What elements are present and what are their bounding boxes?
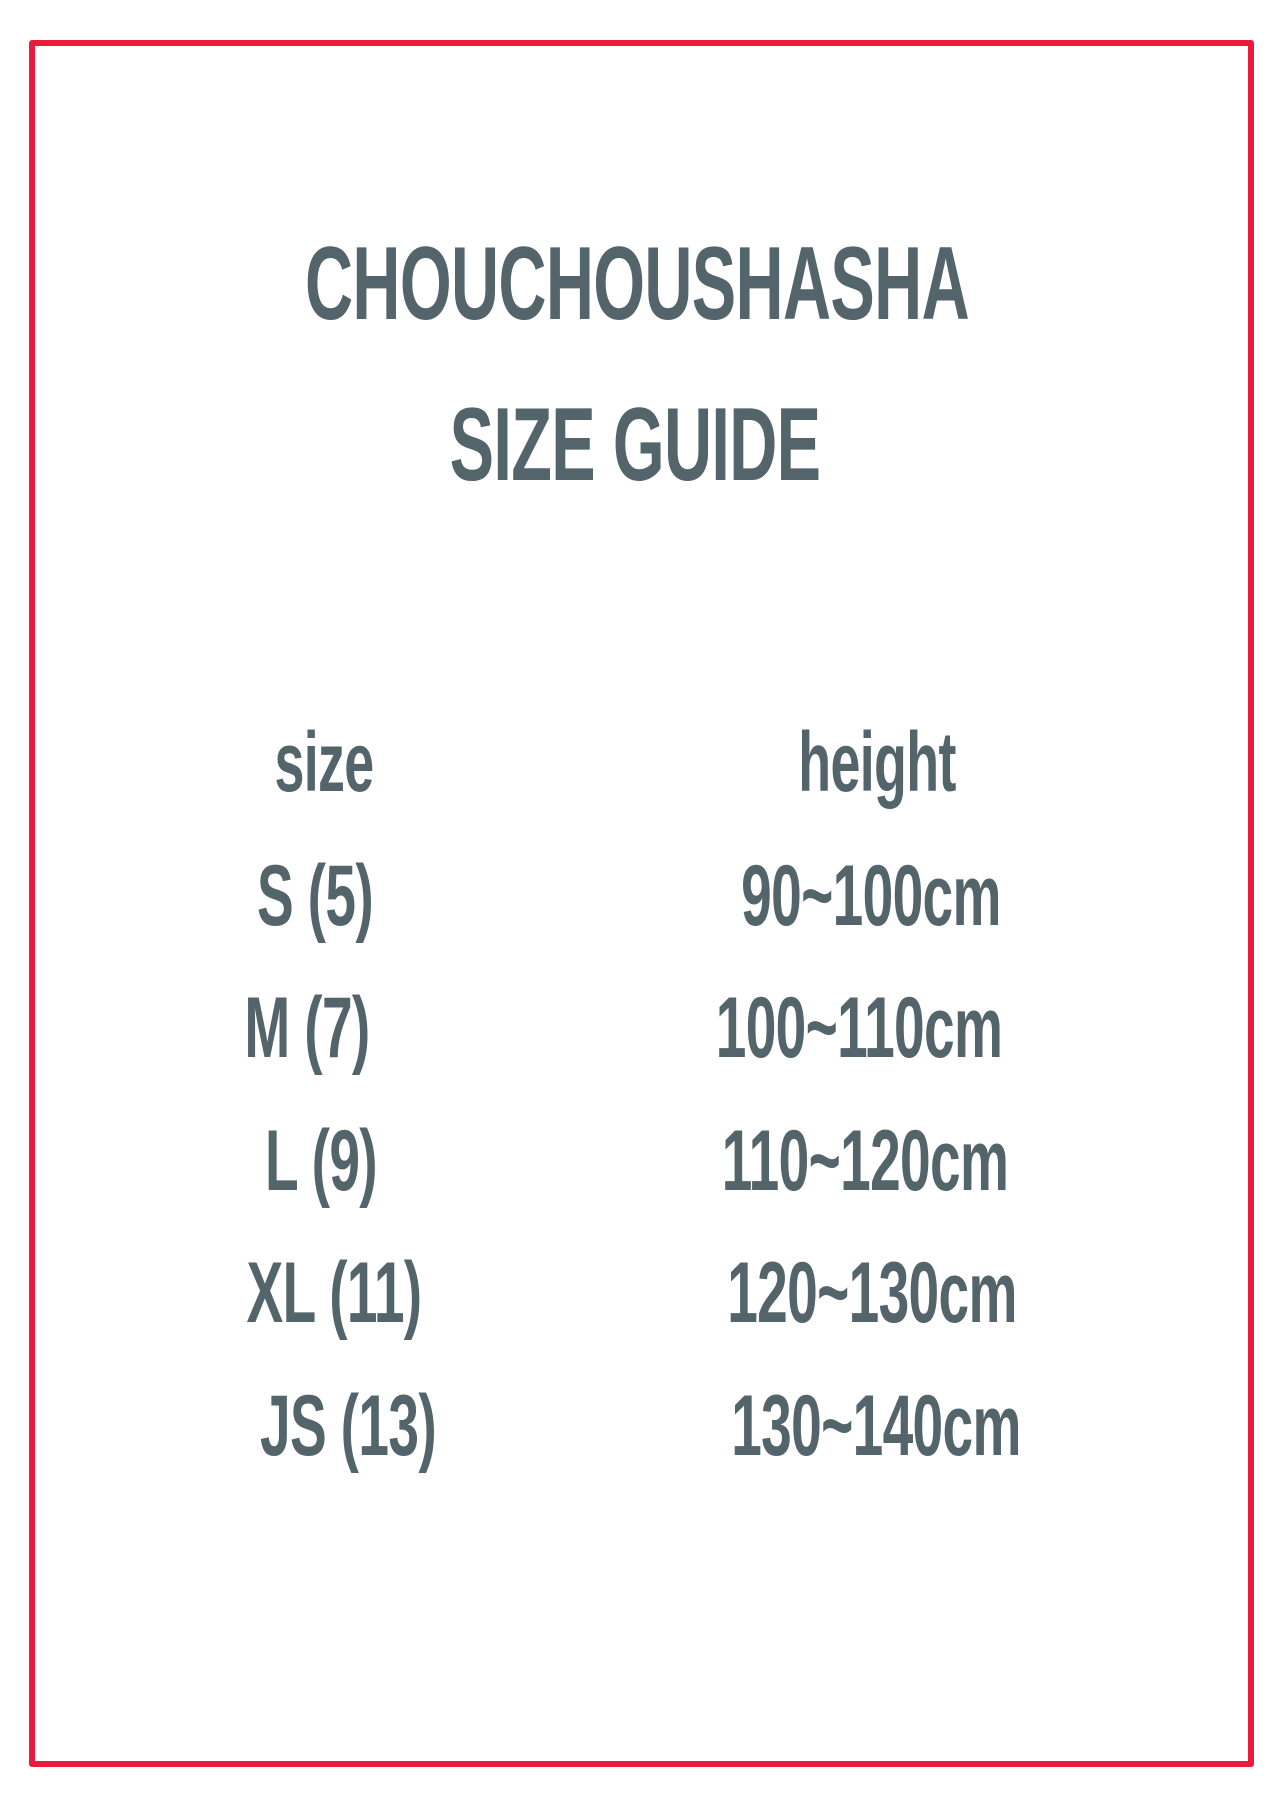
- size-cell: S (5): [256, 848, 374, 944]
- brand-title: CHOUCHOUSHASHA: [304, 226, 970, 342]
- height-cell: 120~130cm: [727, 1245, 1017, 1341]
- page-title: SIZE GUIDE: [449, 387, 821, 503]
- red-border-frame: [29, 40, 1254, 1767]
- height-cell: 90~100cm: [741, 848, 1001, 944]
- height-cell: 110~120cm: [721, 1113, 1009, 1209]
- height-cell: 130~140cm: [731, 1378, 1021, 1474]
- size-cell: JS (13): [259, 1378, 437, 1474]
- size-cell: XL (11): [246, 1245, 423, 1341]
- height-cell: 100~110cm: [715, 980, 1003, 1076]
- size-cell: L (9): [265, 1113, 378, 1209]
- column-header-height: height: [798, 715, 956, 809]
- column-header-size: size: [274, 715, 374, 809]
- size-cell: M (7): [244, 980, 370, 1076]
